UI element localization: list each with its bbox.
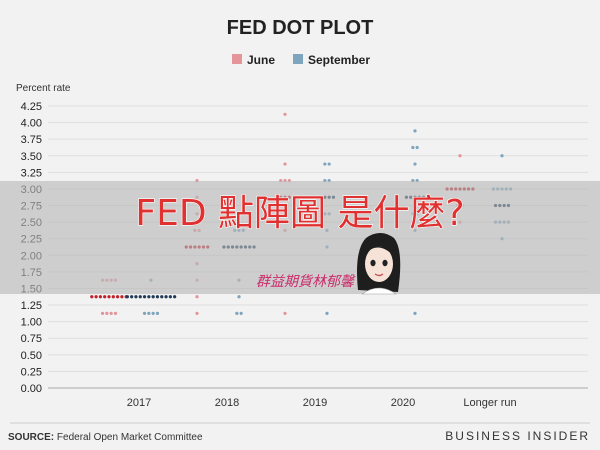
dot-september <box>415 145 419 150</box>
dot-september <box>168 295 172 299</box>
dot-september <box>235 311 239 315</box>
dot-september <box>142 295 147 299</box>
dot-september <box>151 311 155 315</box>
dot-june <box>94 295 98 299</box>
dot-june <box>283 311 287 315</box>
x-tick-label: 2019 <box>303 397 327 409</box>
dot-september <box>164 295 168 299</box>
dot-june <box>283 162 287 166</box>
dot-june <box>100 311 105 315</box>
dot-september <box>147 311 151 315</box>
dot-june <box>90 295 94 299</box>
dot-september <box>125 295 129 299</box>
legend: June September <box>232 53 370 67</box>
y-tick-label: 0.75 <box>21 333 42 345</box>
dot-september <box>151 295 155 299</box>
y-tick-label: 1.25 <box>21 300 42 312</box>
dot-september <box>413 311 417 315</box>
legend-label-june: June <box>247 53 275 67</box>
dot-june <box>107 295 111 299</box>
dot-june <box>458 154 462 158</box>
overlay-banner-text: FED 點陣圖 是什麼? <box>135 193 464 234</box>
dot-september <box>155 311 160 315</box>
dot-june <box>195 311 199 315</box>
dot-june <box>120 295 124 299</box>
dot-june <box>103 295 107 299</box>
brand-logo: BUSINESS INSIDER <box>445 429 590 443</box>
dot-september <box>134 295 138 299</box>
x-axis-ticks: 2017 2018 2019 2020 Longer run <box>127 397 517 409</box>
dot-june <box>113 311 118 315</box>
dot-september <box>160 295 164 299</box>
y-tick-label: 3.50 <box>21 151 42 163</box>
y-tick-label: 0.25 <box>21 366 42 378</box>
dot-september <box>327 162 331 166</box>
dot-september <box>239 311 243 315</box>
dot-june <box>283 112 287 116</box>
dot-june <box>109 311 113 315</box>
legend-swatch-september <box>293 54 303 64</box>
dot-september <box>325 311 329 315</box>
x-tick-label: 2018 <box>215 397 239 409</box>
source-label: SOURCE: <box>8 432 54 443</box>
avatar-cartoon <box>357 233 401 295</box>
dot-june <box>116 295 120 299</box>
dot-september <box>323 162 327 166</box>
overlay-banner <box>0 181 600 294</box>
dot-september <box>237 295 241 299</box>
y-axis-label: Percent rate <box>16 83 71 94</box>
dot-june <box>195 295 199 299</box>
y-tick-label: 3.75 <box>21 134 42 146</box>
x-tick-label: 2017 <box>127 397 151 409</box>
legend-label-september: September <box>308 53 370 67</box>
legend-swatch-june <box>232 54 242 64</box>
source-note: SOURCE: Federal Open Market Committee <box>8 432 203 443</box>
dot-june <box>105 311 109 315</box>
dot-june <box>111 295 115 299</box>
x-tick-label: 2020 <box>391 397 415 409</box>
dot-september <box>142 311 147 315</box>
dot-september <box>147 295 151 299</box>
dot-september <box>413 162 417 166</box>
x-tick-label: Longer run <box>463 397 516 409</box>
dot-september <box>155 295 160 299</box>
y-tick-label: 3.25 <box>21 167 42 179</box>
dot-september <box>500 154 504 158</box>
y-tick-label: 0.00 <box>21 383 42 395</box>
chart-title: FED DOT PLOT <box>227 17 374 39</box>
source-text: Federal Open Market Committee <box>54 432 203 443</box>
dot-september <box>411 145 415 150</box>
dot-september <box>173 295 177 299</box>
y-tick-label: 4.25 <box>21 101 42 113</box>
y-tick-label: 4.00 <box>21 118 42 130</box>
y-tick-label: 0.50 <box>21 350 42 362</box>
signature-text: 群益期貨林郁馨 <box>256 274 356 290</box>
dot-september <box>130 295 134 299</box>
dot-september <box>138 295 142 299</box>
y-tick-label: 1.00 <box>21 317 42 329</box>
dot-june <box>98 295 102 299</box>
dot-september <box>413 129 417 133</box>
